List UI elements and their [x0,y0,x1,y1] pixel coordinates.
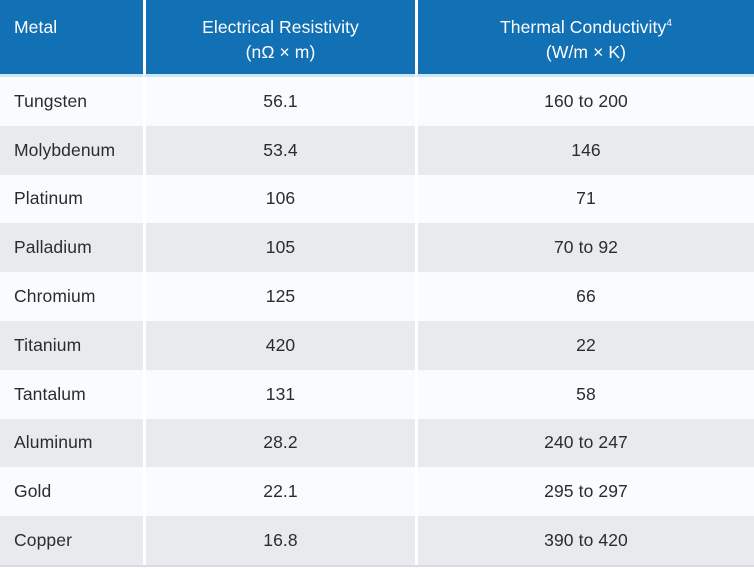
resistivity-cell: 420 [143,320,415,370]
table-row-aluminum: Aluminum 28.2 240 to 247 [0,418,754,468]
metal-name-cell: Molybdenum [0,125,143,175]
resistivity-cell: 28.2 [143,418,415,468]
table-row-titanium: Titanium 420 22 [0,320,754,370]
resistivity-cell: 106 [143,174,415,224]
resistivity-cell: 16.8 [143,516,415,565]
conductivity-cell: 295 to 297 [415,467,754,517]
conductivity-cell: 66 [415,272,754,321]
conductivity-cell: 240 to 247 [415,418,754,468]
table-row-gold: Gold 22.1 295 to 297 [0,467,754,517]
table-row-chromium: Chromium 125 66 [0,272,754,321]
metal-name-cell: Platinum [0,174,143,224]
column-header-resistivity: Electrical Resistivity (nΩ × m) [143,0,415,77]
conductivity-cell: 146 [415,125,754,175]
metal-name-cell: Copper [0,516,143,565]
resistivity-cell: 56.1 [143,77,415,126]
resistivity-cell: 105 [143,223,415,273]
metal-name-cell: Tungsten [0,77,143,126]
conductivity-unit: (W/m × K) [545,42,627,62]
conductivity-cell: 22 [415,320,754,370]
column-header-conductivity: Thermal Conductivity4 (W/m × K) [415,0,754,77]
footnote-marker: 4 [666,18,673,30]
metal-name-cell: Chromium [0,272,143,321]
conductivity-cell: 390 to 420 [415,516,754,565]
table-row-palladium: Palladium 105 70 to 92 [0,223,754,273]
resistivity-cell: 125 [143,272,415,321]
conductivity-cell: 70 to 92 [415,223,754,273]
resistivity-unit: (nΩ × m) [245,42,316,62]
metal-name-cell: Aluminum [0,418,143,468]
metal-name-cell: Titanium [0,320,143,370]
conductivity-cell: 58 [415,369,754,419]
metal-name-cell: Palladium [0,223,143,273]
metal-name-cell: Gold [0,467,143,517]
table-row-copper: Copper 16.8 390 to 420 [0,516,754,565]
resistivity-title: Electrical Resistivity [202,17,359,37]
table-row-molybdenum: Molybdenum 53.4 146 [0,125,754,175]
table-row-tungsten: Tungsten 56.1 160 to 200 [0,77,754,126]
metal-name-cell: Tantalum [0,369,143,419]
resistivity-cell: 22.1 [143,467,415,517]
table-row-tantalum: Tantalum 131 58 [0,369,754,419]
column-header-metal: Metal [0,0,143,77]
table-row-platinum: Platinum 106 71 [0,174,754,224]
header-row: Metal Electrical Resistivity (nΩ × m) Th… [0,0,754,77]
conductivity-title-text: Thermal Conductivity [499,17,667,37]
resistivity-cell: 131 [143,369,415,419]
conductivity-cell: 160 to 200 [415,77,754,126]
resistivity-cell: 53.4 [143,125,415,175]
conductivity-cell: 71 [415,174,754,224]
conductivity-title: Thermal Conductivity4 [422,15,750,40]
